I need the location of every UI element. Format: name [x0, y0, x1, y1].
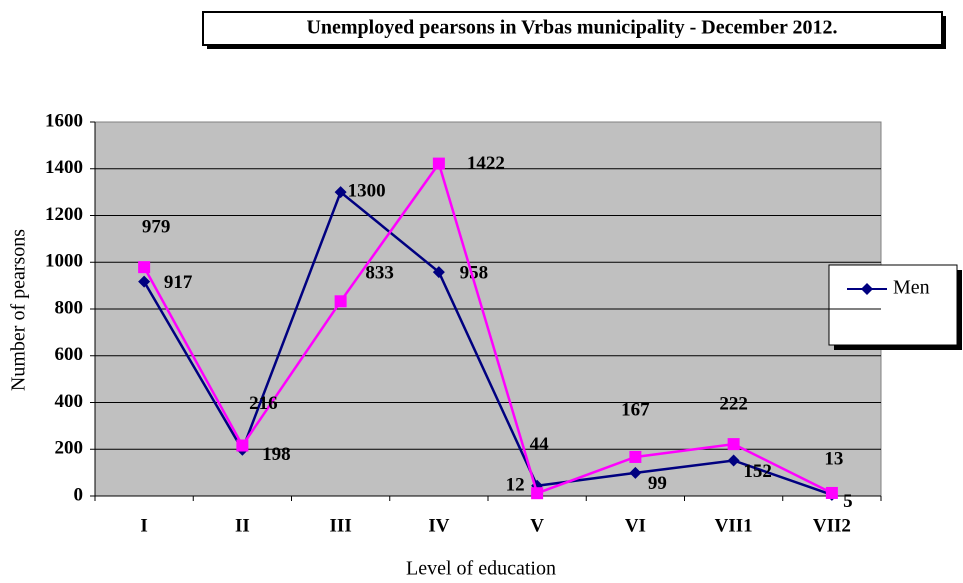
data-label: 99	[648, 473, 667, 494]
data-point	[727, 454, 740, 467]
x-tick-label: V	[530, 515, 544, 536]
data-label: 833	[365, 263, 394, 284]
y-tick-label: 200	[55, 438, 84, 459]
data-point	[531, 487, 544, 500]
y-tick-label: 1000	[45, 251, 83, 272]
y-tick-label: 0	[74, 484, 84, 505]
data-point	[825, 486, 838, 499]
data-point	[727, 438, 740, 451]
y-tick-label: 1200	[45, 204, 83, 225]
data-point	[236, 439, 249, 452]
x-tick-label: I	[140, 515, 147, 536]
x-axis-label: Level of education	[406, 558, 556, 580]
data-label: 1300	[348, 180, 386, 201]
data-point	[629, 466, 642, 479]
x-tick-label: II	[235, 515, 250, 536]
legend-marker	[861, 283, 873, 295]
data-label: 222	[719, 393, 748, 414]
y-tick-label: 600	[55, 344, 84, 365]
data-label: 152	[743, 461, 772, 482]
data-point	[334, 186, 347, 199]
data-point	[334, 295, 347, 308]
series-line	[143, 190, 833, 497]
data-label: 1422	[467, 153, 505, 174]
title-box	[202, 11, 943, 46]
data-label: 917	[164, 272, 193, 293]
data-label: 5	[843, 491, 853, 512]
y-tick-label: 1400	[45, 157, 83, 178]
series-line	[143, 160, 833, 495]
data-point	[138, 275, 151, 288]
data-label: 979	[142, 217, 171, 238]
legend-label: Men	[893, 277, 930, 299]
data-label: 216	[249, 393, 278, 414]
data-label: 958	[460, 262, 489, 283]
data-label: 12	[506, 475, 525, 496]
data-point	[432, 266, 445, 279]
data-label: 167	[621, 399, 650, 420]
data-point	[629, 450, 642, 463]
x-tick-label: VII1	[715, 515, 753, 536]
y-tick-label: 400	[55, 391, 84, 412]
legend-box	[828, 264, 958, 346]
data-point	[138, 261, 151, 274]
x-tick-label: III	[330, 515, 352, 536]
data-label: 44	[530, 434, 550, 455]
x-tick-label: IV	[428, 515, 449, 536]
x-tick-label: VI	[625, 515, 646, 536]
data-label: 13	[824, 448, 843, 469]
y-tick-label: 800	[55, 297, 84, 318]
chart-title: Unemployed pearsons in Vrbas municipalit…	[306, 17, 837, 39]
x-tick-label: VII2	[813, 515, 851, 536]
y-axis-label: Number of pearsons	[8, 229, 30, 391]
data-point	[432, 157, 445, 170]
y-tick-label: 1600	[45, 110, 83, 131]
data-label: 198	[262, 444, 291, 465]
